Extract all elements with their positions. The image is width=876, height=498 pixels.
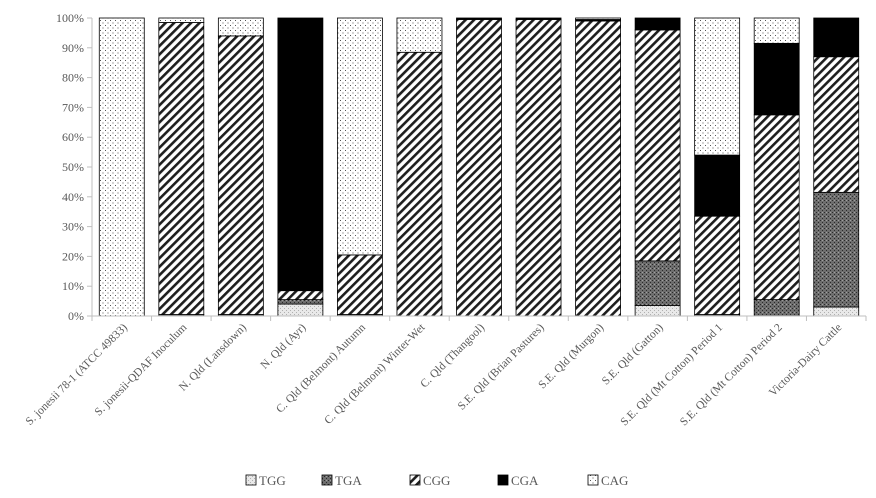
bars xyxy=(98,17,860,317)
x-tick-label: C. Qld (Thangool) xyxy=(418,322,487,391)
bar-segment-cga xyxy=(634,17,681,31)
bar-stack xyxy=(515,17,562,317)
y-tick-label: 0% xyxy=(68,309,84,323)
bar-segment-cag xyxy=(694,17,741,156)
y-tick-label: 10% xyxy=(62,279,84,293)
bar-segment-cgg xyxy=(575,20,621,317)
bar-segment-cgg xyxy=(456,19,502,317)
bar-segment-tgg xyxy=(813,306,860,317)
bar-segment-cgg xyxy=(396,51,443,317)
bar-segment-cga xyxy=(515,17,562,20)
y-tick-label: 20% xyxy=(62,249,84,263)
x-tick-label: S.E. Qld (Murgon) xyxy=(536,322,606,392)
legend-item-cga: CGA xyxy=(497,473,539,488)
x-tick-label: S.E. Qld (Gatton) xyxy=(600,322,666,388)
x-tick-label: C. Qld (Belmont) Winter-Wet xyxy=(322,321,428,427)
legend-item-cag: CAG xyxy=(587,473,628,488)
bar-stack xyxy=(217,17,264,317)
bar-stack xyxy=(337,17,383,317)
bar-segment-tga xyxy=(813,191,860,308)
legend-swatch xyxy=(245,474,257,486)
bar-segment-cgg xyxy=(694,215,741,315)
bar-segment-cgg xyxy=(277,290,324,301)
x-tick-label: N. Qld (Lansdown) xyxy=(177,322,249,394)
legend-item-cgg: CGG xyxy=(409,473,450,488)
bar-segment-cgg xyxy=(158,22,205,315)
legend-item-tgg: TGG xyxy=(245,473,286,488)
legend-swatch xyxy=(321,474,333,486)
bar-stack xyxy=(396,17,443,317)
legend-label: TGG xyxy=(259,473,286,488)
y-tick-label: 60% xyxy=(62,130,84,144)
y-tick-label: 30% xyxy=(62,220,84,234)
bar-stack xyxy=(277,17,324,317)
bar-stack xyxy=(694,17,741,317)
bar-segment-tgg xyxy=(634,305,681,317)
bar-segment-tga xyxy=(634,260,681,306)
legend-swatch xyxy=(587,474,599,486)
bar-segment-cgg xyxy=(634,29,681,262)
y-tick-label: 40% xyxy=(62,190,84,204)
bar-stack xyxy=(753,17,800,317)
bar-segment-cga xyxy=(456,17,502,20)
bar-segment-cag xyxy=(337,17,383,256)
bar-stack xyxy=(98,17,145,317)
x-tick-label: S. jonesii 78-1 (ATCC 49833) xyxy=(24,322,130,428)
y-tick-label: 70% xyxy=(62,100,84,114)
x-axis: S. jonesii 78-1 (ATCC 49833)S. jonesii-Q… xyxy=(24,315,867,428)
bar-stack xyxy=(634,17,681,317)
bar-segment-tga xyxy=(753,299,800,317)
bar-segment-cag xyxy=(158,17,205,23)
bar-segment-cag xyxy=(753,17,800,44)
y-axis: 0% 10% 20% 30% 40% 50% 60% 70% 80% 90% 100% xyxy=(56,11,93,323)
bar-segment-cgg xyxy=(515,19,562,317)
bar-segment-cag xyxy=(217,17,264,37)
bar-segment-cga xyxy=(753,42,800,116)
bar-stack xyxy=(456,17,502,317)
bar-segment-cag xyxy=(396,17,443,53)
legend-swatch xyxy=(409,474,421,486)
legend-label: CAG xyxy=(601,473,628,488)
bar-segment-cag xyxy=(575,17,621,20)
legend-label: CGG xyxy=(423,473,450,488)
legend-label: CGA xyxy=(511,473,539,488)
legend-label: TGA xyxy=(335,473,362,488)
bar-segment-tgg xyxy=(277,303,324,317)
bar-segment-cga xyxy=(694,154,741,217)
bar-segment-tga xyxy=(277,299,324,305)
legend-swatch xyxy=(497,474,509,486)
legend: TGG TGA CGG CGA CAG xyxy=(245,473,628,488)
bar-segment-cgg xyxy=(217,35,264,315)
y-tick-label: 80% xyxy=(62,71,84,85)
bar-stack xyxy=(813,17,860,317)
bar-segment-cgg xyxy=(813,56,860,193)
x-tick-label: S.E. Qld (Mt Cotton) Period 1 xyxy=(619,321,726,428)
x-tick-label: N. Qld (Ayr) xyxy=(259,322,309,372)
y-tick-label: 100% xyxy=(56,11,84,25)
bar-stack xyxy=(158,17,205,317)
bar-segment-cgg xyxy=(753,114,800,301)
x-tick-label: S.E. Qld (Mt Cotton) Period 2 xyxy=(678,321,785,428)
bar-segment-cgg xyxy=(337,254,383,315)
bar-stack xyxy=(575,17,621,317)
y-tick-label: 50% xyxy=(62,160,84,174)
bar-segment-cga xyxy=(277,17,324,292)
y-tick-label: 90% xyxy=(62,41,84,55)
legend-item-tga: TGA xyxy=(321,473,362,488)
bar-segment-cga xyxy=(813,17,860,58)
bar-segment-cag xyxy=(98,17,145,317)
